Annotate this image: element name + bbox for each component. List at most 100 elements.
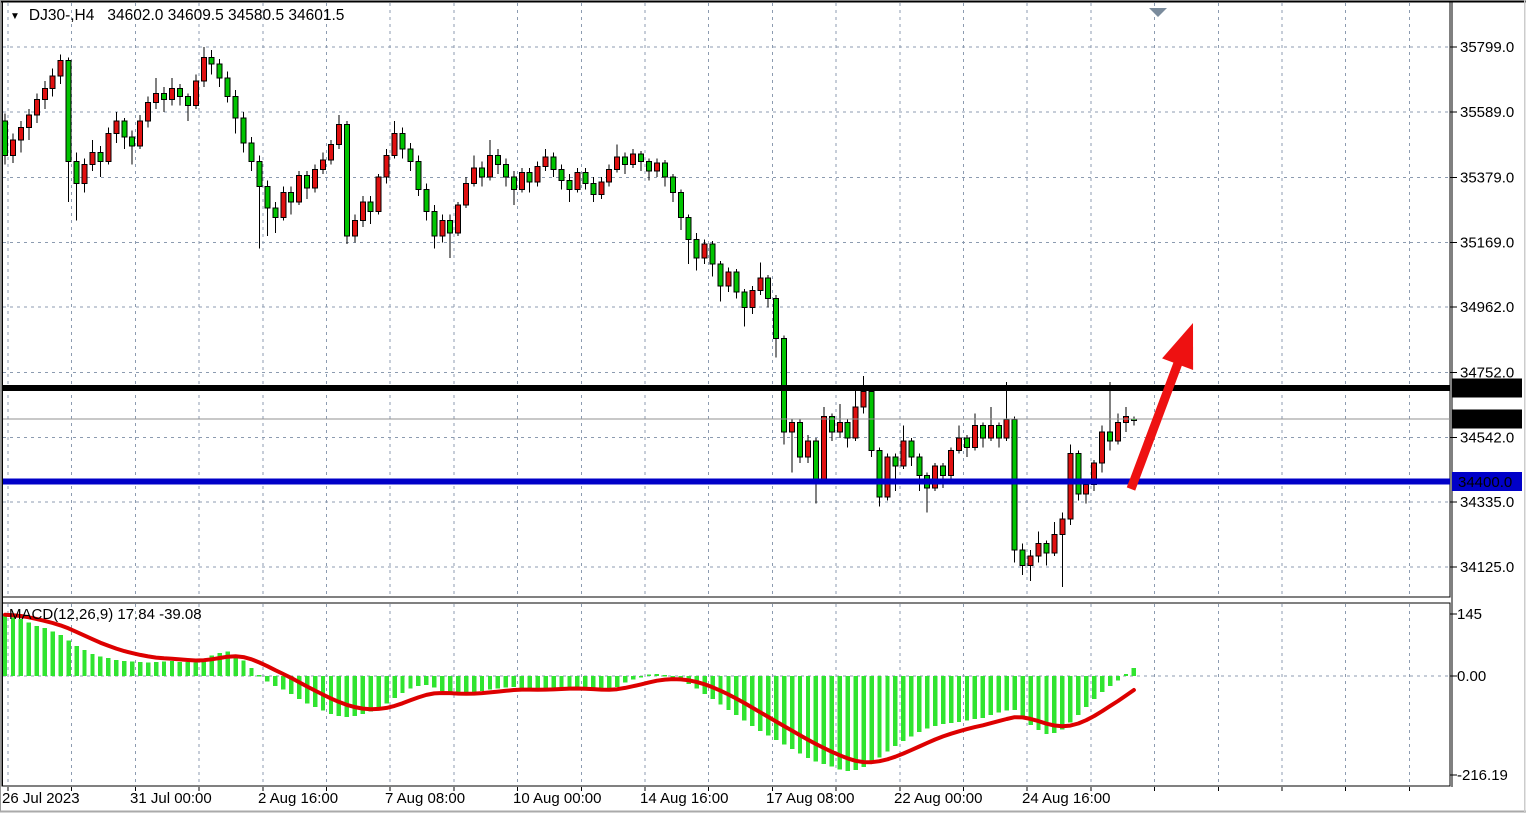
- candle-body: [876, 450, 883, 498]
- candle-body: [288, 192, 295, 203]
- macd-histogram-bar: [750, 676, 755, 726]
- macd-histogram-bar: [376, 676, 381, 708]
- candle-body: [137, 120, 144, 147]
- time-tick-label: 10 Aug 00:00: [513, 790, 601, 807]
- candle-body: [1027, 555, 1034, 566]
- price-tick-label: 34962.0: [1460, 299, 1514, 316]
- candle-body: [184, 95, 191, 107]
- macd-histogram-bar: [654, 673, 660, 676]
- candle-body: [1043, 543, 1050, 554]
- candle-body: [383, 154, 390, 178]
- macd-histogram-bar: [408, 676, 413, 689]
- candle-body: [415, 161, 422, 191]
- candle-body: [439, 220, 446, 237]
- candle-body: [296, 175, 303, 203]
- macd-histogram-bar: [66, 640, 71, 676]
- candle-body: [304, 175, 311, 189]
- candle-body: [1035, 543, 1042, 557]
- candle-body: [192, 80, 199, 107]
- candle-body: [669, 176, 676, 194]
- candle-body: [17, 126, 24, 141]
- macd-histogram-bar: [137, 661, 143, 676]
- macd-histogram-bar: [34, 626, 39, 676]
- candle-body: [327, 144, 334, 161]
- candle-body: [57, 60, 64, 77]
- macd-histogram-bar: [917, 676, 922, 732]
- candle-body: [407, 148, 414, 163]
- macd-histogram-bar: [217, 652, 222, 676]
- shift-marker-icon: [1149, 8, 1167, 17]
- candle-body: [749, 290, 756, 309]
- macd-histogram-bar: [1004, 676, 1009, 711]
- macd-histogram-bar: [988, 676, 993, 716]
- symbol-dropdown-icon[interactable]: ▼: [10, 10, 20, 22]
- macd-histogram-bar: [909, 676, 914, 737]
- candle-body: [645, 161, 652, 172]
- candle-body: [486, 154, 493, 178]
- candle-body: [820, 415, 827, 483]
- indicator-label: MACD(12,26,9) 17.84 -39.08: [9, 606, 202, 623]
- candle-body: [812, 440, 819, 483]
- time-tick-label: 14 Aug 16:00: [640, 790, 728, 807]
- macd-histogram-bar: [440, 676, 445, 692]
- macd-histogram-bar: [368, 676, 373, 712]
- candle-body: [1115, 422, 1121, 442]
- macd-histogram-bar: [360, 676, 365, 715]
- price-tick-label: 35379.0: [1460, 169, 1514, 186]
- candle-body: [121, 120, 128, 138]
- macd-histogram-bar: [519, 676, 524, 688]
- macd-histogram-bar: [567, 676, 572, 688]
- macd-histogram-bar: [463, 676, 469, 695]
- macd-histogram-bar: [758, 676, 763, 732]
- macd-histogram-bar: [1044, 676, 1049, 734]
- candle-body: [598, 181, 605, 195]
- macd-histogram-bar: [1052, 676, 1057, 733]
- candle-body: [717, 263, 724, 287]
- macd-histogram-bar: [328, 676, 334, 714]
- candle-body: [1011, 418, 1018, 551]
- price-tick-label: 34542.0: [1460, 429, 1514, 446]
- candle-body: [447, 220, 454, 234]
- time-tick-label: 17 Aug 08:00: [766, 790, 854, 807]
- time-tick-label: 31 Jul 00:00: [130, 790, 212, 807]
- chart-title-symbol: DJ30-,H4: [28, 7, 95, 24]
- candle-body: [1091, 462, 1098, 486]
- macd-histogram-bar: [742, 676, 747, 721]
- candle-body: [41, 88, 48, 101]
- candle-body: [1099, 431, 1106, 464]
- candle-body: [113, 120, 120, 135]
- macd-histogram-bar: [130, 661, 135, 676]
- candle-body: [685, 217, 692, 240]
- macd-histogram-bar: [869, 676, 874, 763]
- macd-histogram-bar: [241, 660, 246, 676]
- candle-body: [423, 189, 430, 212]
- macd-histogram-bar: [734, 676, 739, 716]
- candle-body: [677, 192, 684, 219]
- macd-histogram-bar: [551, 676, 556, 689]
- macd-histogram-bar: [853, 676, 858, 771]
- candle-body: [638, 153, 644, 163]
- macd-histogram-bar: [153, 662, 159, 676]
- candle-body: [1051, 533, 1058, 554]
- macd-histogram-bar: [813, 676, 819, 762]
- macd-histogram-bar: [432, 676, 437, 688]
- candle-body: [518, 172, 525, 191]
- candle-body: [526, 172, 533, 183]
- macd-histogram-bar: [527, 676, 532, 690]
- macd-histogram-bar: [296, 676, 302, 700]
- macd-histogram-bar: [877, 676, 882, 758]
- candle-body: [240, 117, 247, 144]
- macd-histogram-bar: [58, 635, 63, 676]
- macd-histogram-bar: [638, 676, 644, 678]
- candle-body: [797, 422, 803, 458]
- candle-body: [741, 291, 748, 309]
- candle-body: [343, 123, 350, 237]
- price-label-box-resistance: [1452, 378, 1522, 398]
- candle-body: [312, 168, 319, 189]
- candle-body: [590, 182, 597, 195]
- macd-histogram-bar: [773, 676, 779, 740]
- price-tick-label: 35589.0: [1460, 104, 1514, 121]
- macd-tick-label: -216.19: [1457, 767, 1508, 784]
- macd-histogram-bar: [1076, 676, 1081, 716]
